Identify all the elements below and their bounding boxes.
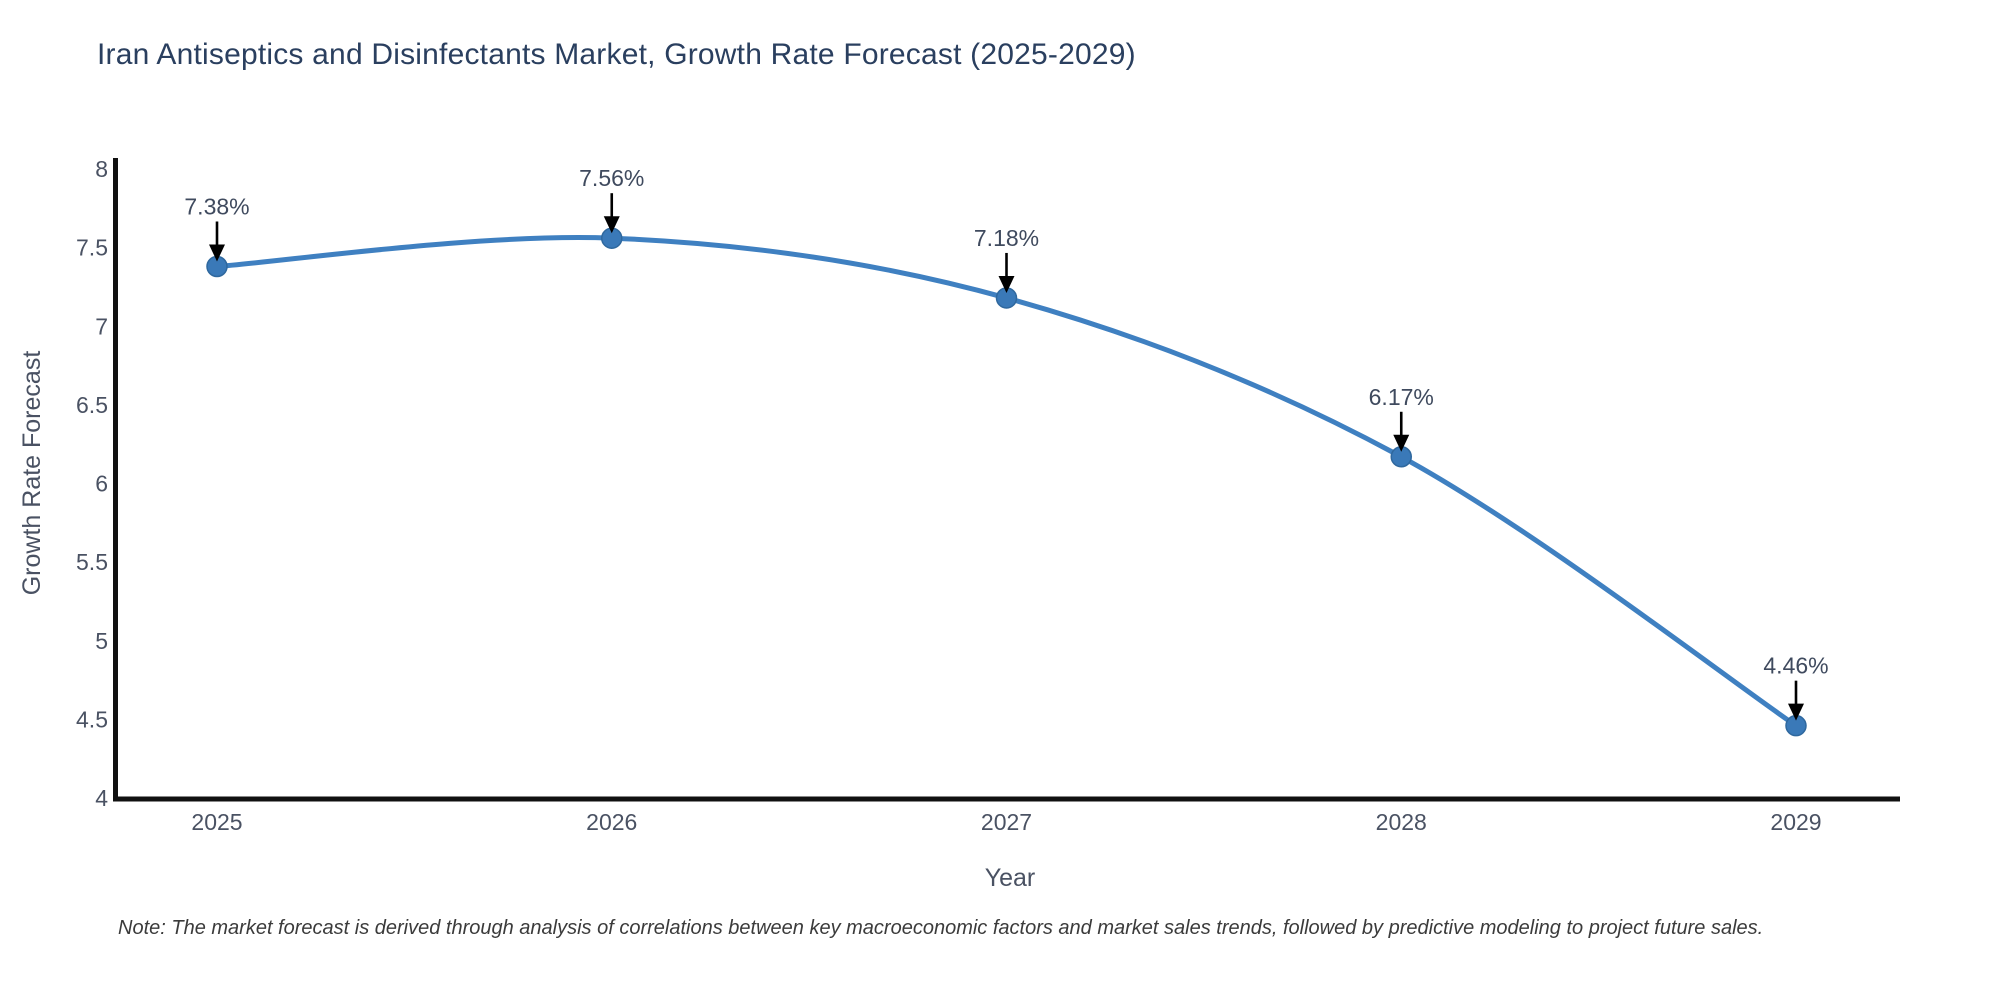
y-tick-label: 5.5 — [76, 549, 108, 575]
series-line — [214, 235, 1799, 729]
x-tick-label: 2027 — [981, 809, 1032, 835]
x-tick-label: 2026 — [586, 809, 637, 835]
y-tick-label: 7.5 — [76, 235, 108, 261]
annotation-arrowhead — [603, 216, 620, 234]
annotation-arrowhead — [209, 244, 225, 262]
data-point-label: 6.17% — [1369, 384, 1434, 410]
x-tick-label: 2028 — [1376, 809, 1427, 835]
x-axis-title: Year — [985, 864, 1036, 892]
chart-title: Iran Antiseptics and Disinfectants Marke… — [97, 38, 1136, 71]
plot-area: 4 4.5 5 5.5 6 6.5 7 7.5 8 2025 2026 2027 2028 2029 7.3… — [76, 156, 1900, 835]
x-tick-label: 2025 — [191, 809, 242, 835]
x-tick-label: 2029 — [1770, 809, 1821, 835]
y-tick-label: 5 — [95, 628, 108, 654]
y-tick-label: 4 — [95, 785, 108, 811]
annotation-arrowhead — [1788, 703, 1804, 721]
y-tick-label: 6.5 — [76, 392, 108, 418]
data-point-label: 4.46% — [1763, 653, 1828, 679]
annotation-arrowhead — [998, 275, 1015, 293]
y-tick-label: 6 — [95, 471, 108, 497]
y-axis-title: Growth Rate Forecast — [18, 351, 46, 596]
y-tick-label: 8 — [95, 156, 108, 182]
y-tick-label: 7 — [95, 313, 108, 339]
annotation-arrowhead — [1393, 434, 1410, 452]
data-point-label: 7.56% — [579, 165, 644, 191]
y-tick-label: 4.5 — [76, 706, 108, 732]
footnote: Note: The market forecast is derived thr… — [118, 917, 1764, 939]
data-point-label: 7.18% — [974, 225, 1039, 251]
data-point-label: 7.38% — [184, 193, 249, 219]
